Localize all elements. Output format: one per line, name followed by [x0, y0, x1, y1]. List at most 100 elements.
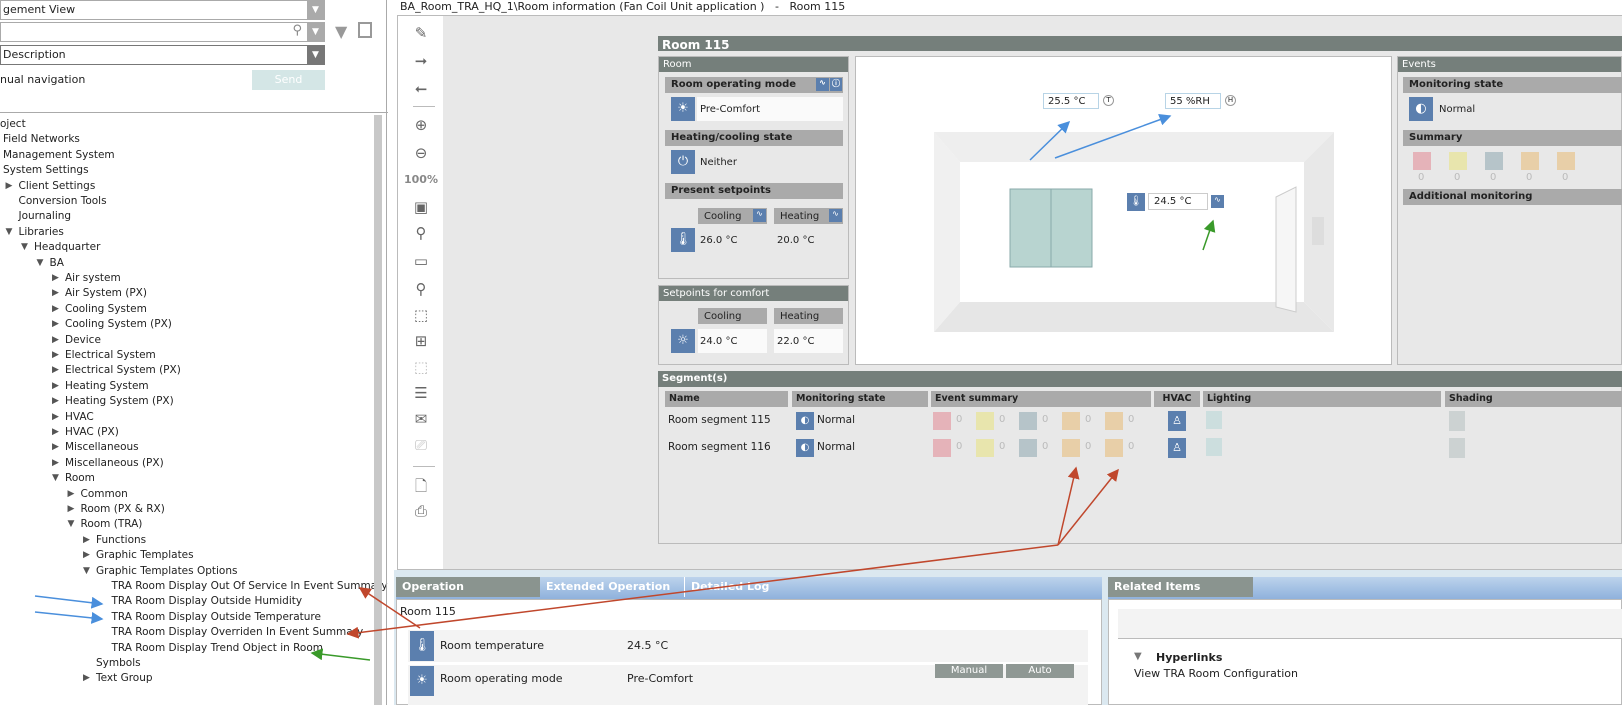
bell-icon: [1413, 152, 1431, 170]
collapsed-arrow-icon[interactable]: ▶: [52, 334, 59, 345]
select-area-icon[interactable]: ⬚: [413, 306, 429, 324]
collapsed-arrow-icon[interactable]: ▶: [52, 288, 59, 299]
manual-button[interactable]: Manual: [935, 664, 1003, 678]
expanded-arrow-icon[interactable]: ▼: [21, 242, 28, 253]
splitter[interactable]: [386, 0, 387, 705]
hvac-icon[interactable]: ♙: [1168, 438, 1186, 458]
shading-icon: [1449, 438, 1465, 458]
segment-name[interactable]: Room segment 115: [668, 414, 771, 426]
collapsed-arrow-icon[interactable]: ▶: [52, 380, 59, 391]
monitoring-header: Monitoring state: [1403, 77, 1622, 93]
collapsed-arrow-icon[interactable]: ▶: [52, 442, 59, 453]
print-icon[interactable]: ⎙: [414, 502, 427, 520]
trend-icon[interactable]: ∿: [816, 78, 829, 91]
trend-icon[interactable]: ∿: [829, 209, 842, 222]
camera-icon[interactable]: ⎚: [414, 436, 427, 454]
comfort-cooling-value: 24.0 °C: [700, 336, 738, 347]
send-button[interactable]: Send: [252, 70, 325, 90]
zoom-out-icon[interactable]: ⊖: [414, 144, 428, 162]
expanded-arrow-icon[interactable]: ▼: [52, 473, 59, 484]
expanded-arrow-icon[interactable]: ▼: [36, 257, 44, 268]
tree-item-label: Electrical System: [65, 349, 156, 361]
outside-temperature[interactable]: 25.5 °C: [1043, 93, 1099, 109]
search-icon[interactable]: ⚲: [292, 23, 302, 38]
trend-icon[interactable]: ∿: [1211, 195, 1224, 208]
tab-extended-operation[interactable]: Extended Operation: [546, 580, 671, 593]
bell-icon: [933, 412, 951, 430]
column-header: Monitoring state: [792, 391, 928, 407]
trend-icon[interactable]: ∿: [753, 209, 766, 222]
summary-header: Summary: [1403, 130, 1622, 146]
tree-item-label: Device: [65, 333, 101, 346]
room-temperature[interactable]: 24.5 °C: [1148, 193, 1208, 210]
sun-icon: ☼: [671, 329, 695, 353]
collapsed-arrow-icon[interactable]: ▶: [67, 504, 75, 514]
value-box: [774, 329, 843, 353]
tree-item-label: Management System: [3, 148, 115, 161]
event-count: 0: [1562, 172, 1569, 183]
document-icon[interactable]: 🗋: [414, 477, 428, 495]
monitoring-icon: ◐: [796, 439, 814, 457]
expanded-arrow-icon[interactable]: ▼: [5, 226, 13, 237]
fit-icon[interactable]: ▣: [413, 198, 429, 216]
tab-related-items[interactable]: Related Items: [1108, 577, 1253, 597]
arrow-right-icon[interactable]: ➞: [414, 52, 428, 70]
collapsed-arrow-icon[interactable]: ▶: [5, 180, 13, 191]
tab-detailed-log[interactable]: Detailed Log: [684, 577, 828, 597]
divider: [413, 106, 435, 107]
auto-button[interactable]: Auto: [1006, 664, 1074, 678]
room-scene: [855, 56, 1392, 365]
expanded-arrow-icon[interactable]: ▼: [83, 565, 90, 576]
segment-name[interactable]: Room segment 116: [668, 441, 771, 453]
comfort-cooling-header: Cooling: [698, 308, 767, 324]
collapsed-arrow-icon[interactable]: ▶: [83, 534, 90, 545]
filter-icon[interactable]: ▼: [335, 22, 348, 41]
chevron-down-icon[interactable]: ▼: [307, 1, 324, 19]
comfort-panel: Setpoints for comfort: [658, 285, 849, 365]
frame-icon[interactable]: ⬚: [413, 358, 429, 376]
collapsed-arrow-icon[interactable]: ▶: [52, 411, 59, 422]
collapsed-arrow-icon[interactable]: ▶: [83, 550, 90, 561]
pen-icon[interactable]: ✎: [414, 24, 428, 42]
annotation-arrow: [310, 648, 371, 661]
collapsed-arrow-icon[interactable]: ▶: [52, 396, 59, 407]
collapsed-arrow-icon[interactable]: ▶: [52, 427, 59, 437]
tree-scrollbar[interactable]: [374, 115, 382, 705]
tree-item-label: TRA Room Display Outside Temperature: [111, 610, 321, 623]
collapsed-arrow-icon[interactable]: ▶: [52, 457, 59, 468]
collapsed-arrow-icon[interactable]: ▶: [52, 350, 59, 360]
search-input[interactable]: ⚲ ▼: [0, 22, 325, 42]
window-icon[interactable]: ▭: [413, 252, 429, 270]
description-select[interactable]: Description ▼: [0, 45, 325, 65]
zoom-check-icon[interactable]: ⚲: [415, 280, 427, 298]
fault-icon: [1521, 152, 1539, 170]
tab-operation[interactable]: Operation: [396, 577, 540, 597]
collapse-icon[interactable]: ▼: [1134, 651, 1142, 662]
tree-item-label: Heating System (PX): [65, 395, 174, 408]
collapsed-arrow-icon[interactable]: ▶: [52, 319, 59, 330]
chevron-down-icon[interactable]: ▼: [307, 46, 324, 64]
view-select[interactable]: gement View ▼: [0, 0, 325, 20]
collapsed-arrow-icon[interactable]: ▶: [52, 365, 59, 376]
chevron-down-icon[interactable]: ▼: [307, 23, 324, 41]
collapsed-arrow-icon[interactable]: ▶: [67, 488, 75, 499]
menu-icon[interactable]: ☰: [414, 384, 428, 402]
expanded-arrow-icon[interactable]: ▼: [67, 519, 75, 530]
outside-humidity[interactable]: 55 %RH: [1165, 93, 1221, 109]
collapsed-arrow-icon[interactable]: ▶: [52, 303, 59, 314]
search-zoom-icon[interactable]: ⚲: [415, 224, 427, 242]
collapsed-arrow-icon[interactable]: ▶: [83, 673, 90, 684]
tree-item-label: HVAC: [65, 410, 94, 423]
layers-icon[interactable]: ⊞: [414, 332, 428, 350]
fault-icon: [1062, 412, 1080, 430]
collapsed-arrow-icon[interactable]: ▶: [52, 273, 59, 283]
comment-icon[interactable]: ✉: [414, 410, 428, 428]
zoom-in-icon[interactable]: ⊕: [414, 116, 428, 134]
save-icon[interactable]: [358, 22, 372, 38]
hyperlink-room-configuration[interactable]: View TRA Room Configuration: [1134, 667, 1298, 680]
hvac-icon[interactable]: ♙: [1168, 411, 1186, 431]
info-icon[interactable]: ⓘ: [830, 78, 842, 91]
arrow-left-icon[interactable]: ➞: [414, 80, 428, 98]
thermometer-icon: 🌡: [410, 631, 434, 661]
column-header: HVAC: [1154, 391, 1200, 407]
